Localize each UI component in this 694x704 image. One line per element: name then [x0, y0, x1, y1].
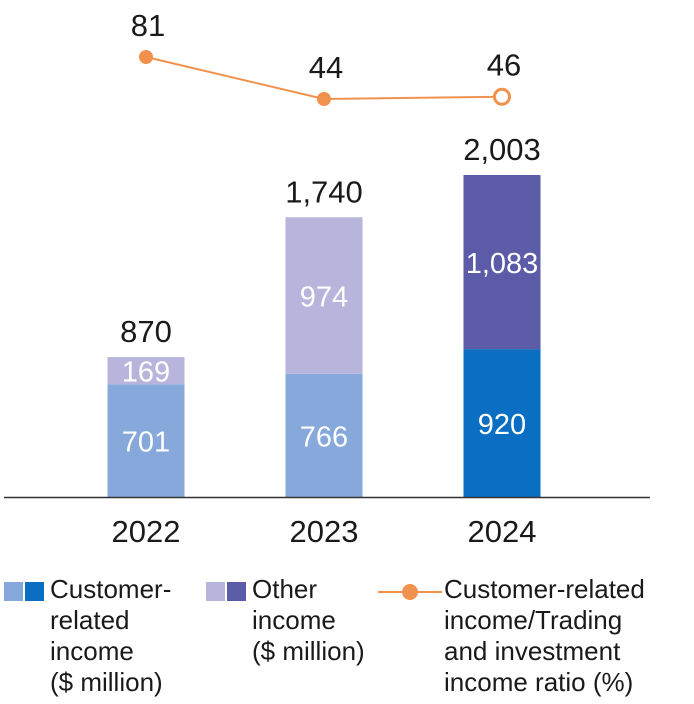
ratio-point-2023: [317, 92, 331, 106]
total-label-2022: 870: [120, 314, 172, 349]
data-label-customer-2023: 766: [300, 421, 348, 453]
bar-customer-2023: [285, 373, 363, 497]
ratio-point-2022: [139, 50, 153, 64]
total-label-2023: 1,740: [285, 174, 363, 209]
legend: Customer- related income ($ million) Oth…: [0, 574, 694, 704]
bar-other-2023: [285, 217, 363, 374]
chart: 701 169 870 2022 766 974 1,740 2023 920 1,083 2,00…: [4, 8, 650, 549]
ratio-label-2024: 46: [487, 48, 521, 83]
legend-item-other-income: Other income ($ million): [206, 574, 365, 667]
x-tick-label-2024: 2024: [468, 514, 537, 549]
data-label-other-2022: 169: [122, 357, 170, 389]
legend-swatch-customer-prior: [4, 582, 23, 601]
legend-swatch-other: [206, 582, 248, 601]
bar-customer-2024: [463, 349, 541, 497]
ratio-point-2024: [493, 87, 511, 106]
data-label-other-2024: 1,083: [466, 248, 539, 280]
bar-other-2024: [463, 175, 541, 350]
total-label-2024: 2,003: [463, 132, 541, 167]
data-label-customer-2024: 920: [478, 409, 526, 441]
bar-customer-2022: [107, 384, 185, 497]
legend-item-ratio: Customer-related income/Trading and inve…: [378, 574, 645, 698]
legend-swatch-other-current: [227, 582, 246, 601]
bar-other-2022: [107, 357, 185, 385]
legend-item-customer-income: Customer- related income ($ million): [4, 574, 171, 698]
ratio-label-2022: 81: [131, 8, 165, 43]
legend-line-marker: [378, 576, 442, 607]
ratio-label-2023: 44: [309, 50, 343, 85]
legend-swatch-customer: [4, 582, 46, 601]
legend-swatch-other-prior: [206, 582, 225, 601]
x-tick-label-2022: 2022: [112, 514, 181, 549]
x-tick-label-2023: 2023: [290, 514, 359, 549]
legend-label-other: Other income ($ million): [252, 574, 365, 666]
legend-swatch-customer-current: [25, 582, 44, 601]
data-label-other-2023: 974: [300, 282, 348, 314]
data-label-customer-2022: 701: [122, 427, 170, 459]
legend-label-ratio: Customer-related income/Trading and inve…: [444, 574, 645, 697]
legend-label-customer: Customer- related income ($ million): [50, 574, 172, 697]
